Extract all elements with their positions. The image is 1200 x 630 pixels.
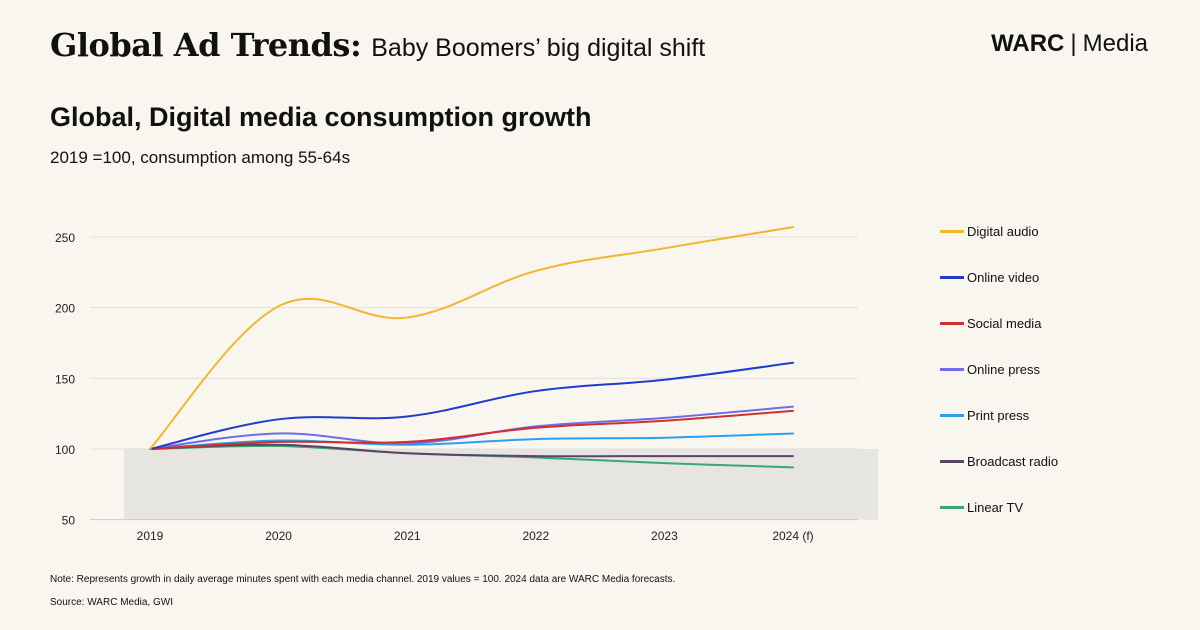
series-line-digital-audio (149, 226, 794, 450)
series-line-social-media (149, 409, 794, 450)
logo-suffix: Media (1082, 30, 1148, 57)
legend-label: Online video (967, 269, 1040, 285)
x-tick-label: 2020 (265, 529, 292, 543)
series-line-broadcast-radio (149, 443, 794, 458)
legend-swatch (940, 413, 964, 417)
legend-swatch (940, 459, 964, 463)
legend-swatch (940, 367, 964, 371)
report-subtitle: Baby Boomers’ big digital shift (371, 34, 706, 62)
chart-title: Global, Digital media consumption growth (50, 102, 592, 132)
chart-subtitle: 2019 =100, consumption among 55-64s (50, 148, 351, 167)
legend-item-digital-audio: Digital audio (940, 208, 1058, 254)
warc-media-logo: WARC | Media (991, 30, 1148, 58)
x-tick-label: 2024 (f) (772, 529, 813, 543)
legend-item-linear-tv: Linear TV (940, 484, 1058, 530)
legend-label: Broadcast radio (967, 453, 1059, 469)
x-tick-label: 2021 (394, 529, 421, 543)
y-tick-label: 50 (62, 514, 76, 528)
logo-separator: | (1070, 30, 1077, 57)
x-tick-label: 2023 (651, 529, 678, 543)
y-tick-label: 150 (55, 372, 75, 386)
legend-label: Social media (967, 315, 1042, 331)
series-line-online-video (149, 361, 794, 450)
legend-swatch (940, 275, 964, 279)
legend-label: Print press (967, 407, 1030, 423)
legend-swatch (940, 229, 964, 233)
chart-legend: Digital audio Online video Social media Onl… (940, 208, 1058, 530)
x-tick-label: 2022 (522, 529, 549, 543)
series-line-print-press (149, 432, 794, 450)
legend-item-broadcast-radio: Broadcast radio (940, 438, 1058, 484)
y-tick-label: 100 (55, 443, 75, 457)
y-tick-label: 200 (55, 302, 75, 316)
baseline-band (124, 449, 878, 520)
logo-brand: WARC (991, 30, 1065, 57)
legend-item-social-media: Social media (940, 300, 1058, 346)
legend-item-online-press: Online press (940, 346, 1058, 392)
legend-swatch (940, 505, 964, 509)
legend-item-print-press: Print press (940, 392, 1058, 438)
header-title: Global Ad Trends: Baby Boomers’ big digi… (50, 26, 705, 64)
x-tick-label: 2019 (137, 529, 164, 543)
legend-label: Online press (967, 361, 1040, 377)
report-title: Global Ad Trends: (50, 26, 362, 64)
legend-label: Linear TV (967, 499, 1024, 515)
legend-label: Digital audio (967, 223, 1039, 239)
footnote: Note: Represents growth in daily average… (50, 574, 676, 585)
source-note: Source: WARC Media, GWI (50, 597, 173, 608)
y-tick-label: 250 (55, 231, 75, 245)
legend-swatch (940, 321, 964, 325)
legend-item-online-video: Online video (940, 254, 1058, 300)
